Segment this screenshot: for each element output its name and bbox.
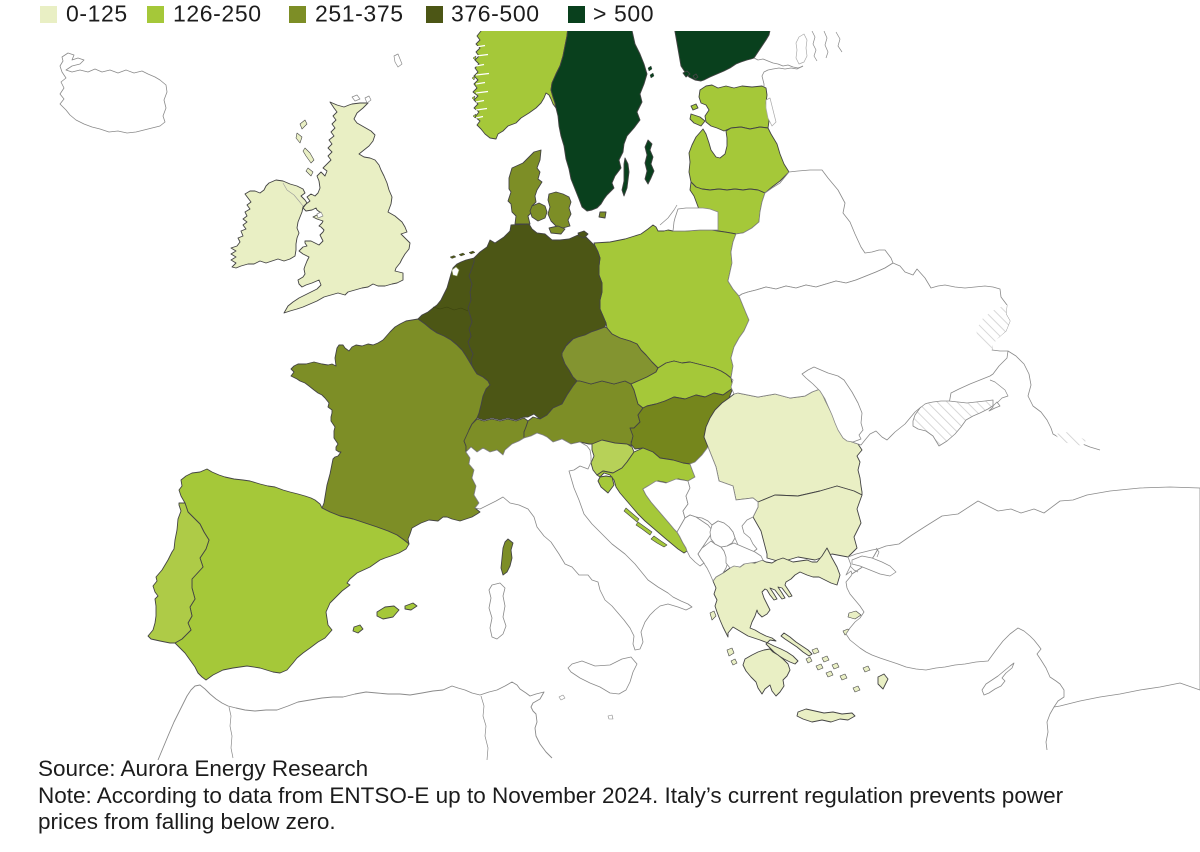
svg-text:> 500: > 500: [593, 1, 654, 27]
svg-text:126-250: 126-250: [173, 1, 262, 27]
svg-text:376-500: 376-500: [451, 1, 540, 27]
svg-text:0-125: 0-125: [66, 1, 128, 27]
svg-text:251-375: 251-375: [315, 1, 404, 27]
